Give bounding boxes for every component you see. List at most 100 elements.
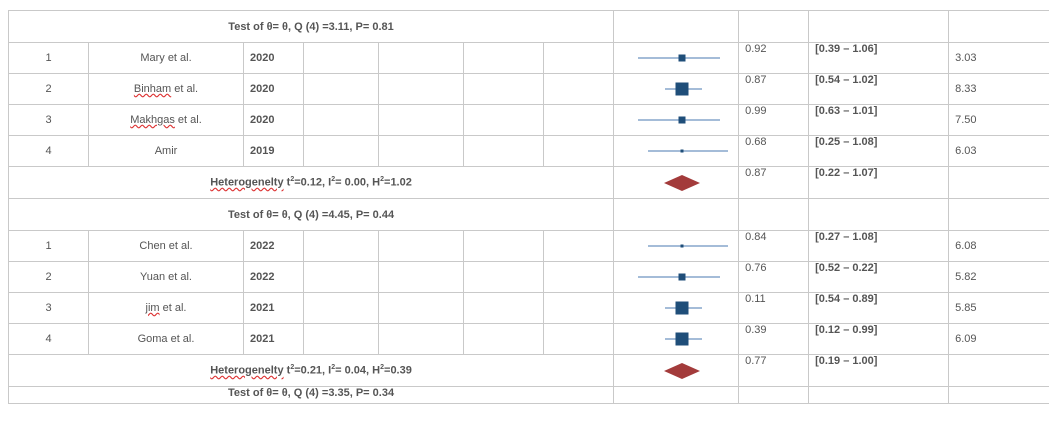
study-weight: 7.50 xyxy=(948,104,1049,136)
effect-size: 0.76 xyxy=(738,261,810,293)
pooled-confidence-interval: [0.19 – 1.00] xyxy=(808,354,950,387)
confidence-interval: [0.54 – 0.89] xyxy=(808,292,950,324)
study-author: Yuan et al. xyxy=(140,271,192,283)
empty-cell xyxy=(378,230,464,262)
study-marker-icon xyxy=(665,332,703,346)
study-name: Chen et al. xyxy=(88,230,244,262)
empty-cell xyxy=(303,230,379,262)
empty-cell xyxy=(542,73,615,105)
empty-cell xyxy=(738,10,810,43)
study-etal: et al. xyxy=(174,114,202,126)
empty-cell xyxy=(613,198,740,231)
study-author: Makhgas xyxy=(130,114,175,126)
study-marker-icon xyxy=(665,82,703,96)
study-year: 2020 xyxy=(243,42,304,74)
point-estimate-square xyxy=(680,244,684,248)
empty-cell xyxy=(542,135,615,167)
forest-marker-cell xyxy=(613,135,740,167)
study-name: Binham et al. xyxy=(88,73,244,105)
study-row: 4 Goma et al. 2021 0.39 [0.12 – 0.99] 6.09 xyxy=(8,323,1049,355)
confidence-interval: [0.63 – 1.01] xyxy=(808,104,950,136)
test-statistic: Test of θ= θ, Q (4) =3.11, P= 0.81 xyxy=(7,10,615,43)
empty-cell xyxy=(303,323,379,355)
study-name: Yuan et al. xyxy=(88,261,244,293)
empty-cell xyxy=(613,386,740,404)
study-marker-icon xyxy=(638,273,721,281)
study-weight: 6.08 xyxy=(948,230,1049,262)
pooled-effect-size: 0.87 xyxy=(738,166,810,199)
confidence-interval: [0.39 – 1.06] xyxy=(808,42,950,74)
effect-size: 0.84 xyxy=(738,230,810,262)
study-name: Amir xyxy=(88,135,244,167)
effect-size: 0.87 xyxy=(738,73,810,105)
study-marker-icon xyxy=(648,244,729,248)
empty-cell xyxy=(378,292,464,324)
study-weight: 5.85 xyxy=(948,292,1049,324)
effect-size: 0.92 xyxy=(738,42,810,74)
empty-cell xyxy=(463,42,544,74)
empty-cell xyxy=(463,261,544,293)
heterogeneity-row: Heterogenelty t2=0.12, I2= 0.00, H2=1.02… xyxy=(7,166,1049,199)
empty-cell xyxy=(378,104,464,136)
empty-cell xyxy=(463,73,544,105)
effect-size: 0.99 xyxy=(738,104,810,136)
empty-cell xyxy=(738,198,810,231)
empty-cell xyxy=(738,386,810,404)
study-weight: 6.09 xyxy=(948,323,1049,355)
pooled-diamond-icon xyxy=(664,174,701,191)
diamond-shape xyxy=(664,174,701,191)
study-number: 1 xyxy=(8,42,89,74)
empty-cell xyxy=(378,261,464,293)
point-estimate-square xyxy=(678,273,686,281)
empty-cell xyxy=(303,135,379,167)
heterogeneity-stats: Heterogenelty t2=0.12, I2= 0.00, H2=1.02 xyxy=(7,166,615,199)
study-row: 2 Yuan et al. 2022 0.76 [0.52 – 0.22] 5.82 xyxy=(8,261,1049,293)
study-row: 1 Chen et al. 2022 0.84 [0.27 – 1.08] 6.08 xyxy=(8,230,1049,262)
study-number: 2 xyxy=(8,261,89,293)
pooled-marker-cell xyxy=(613,166,740,199)
empty-cell xyxy=(542,104,615,136)
study-marker-icon xyxy=(648,149,729,153)
empty-cell xyxy=(378,323,464,355)
empty-cell xyxy=(303,42,379,74)
pooled-marker-cell xyxy=(613,354,740,387)
empty-cell xyxy=(542,323,615,355)
forest-marker-cell xyxy=(613,323,740,355)
empty-cell xyxy=(808,10,950,43)
empty-cell xyxy=(542,230,615,262)
diamond-shape xyxy=(664,362,701,379)
heterogeneity-label: Heterogenelty xyxy=(210,364,284,377)
empty-cell xyxy=(303,104,379,136)
study-marker-icon xyxy=(638,54,721,62)
empty-cell xyxy=(303,292,379,324)
empty-cell xyxy=(948,166,1049,199)
forest-marker-cell xyxy=(613,292,740,324)
empty-cell xyxy=(303,261,379,293)
study-row: 1 Mary et al. 2020 0.92 [0.39 – 1.06] 3.03 xyxy=(8,42,1049,74)
empty-cell xyxy=(542,261,615,293)
test-statistic: Test of θ= θ, Q (4) =4.45, P= 0.44 xyxy=(7,198,615,231)
heterogeneity-label: Heterogenelty xyxy=(210,176,284,189)
h-squared: =1.02 xyxy=(384,176,412,189)
study-number: 4 xyxy=(8,135,89,167)
forest-marker-cell xyxy=(613,42,740,74)
empty-cell xyxy=(542,292,615,324)
tau-squared: =0.12, xyxy=(294,176,329,189)
study-row: 3 jim et al. 2021 0.11 [0.54 – 0.89] 5.85 xyxy=(8,292,1049,324)
point-estimate-square xyxy=(678,54,686,62)
empty-cell xyxy=(463,323,544,355)
study-author: Chen et al. xyxy=(139,240,193,252)
confidence-interval: [0.12 – 0.99] xyxy=(808,323,950,355)
effect-size: 0.68 xyxy=(738,135,810,167)
study-name: Goma et al. xyxy=(88,323,244,355)
confidence-interval: [0.25 – 1.08] xyxy=(808,135,950,167)
study-etal: et al. xyxy=(159,302,187,314)
effect-size: 0.39 xyxy=(738,323,810,355)
study-row: 4 Amir 2019 0.68 [0.25 – 1.08] 6.03 xyxy=(8,135,1049,167)
test-row: Test of θ= θ, Q (4) =3.35, P= 0.34 xyxy=(7,386,1049,404)
empty-cell xyxy=(948,386,1049,404)
point-estimate-square xyxy=(675,332,689,346)
heterogeneity-row: Heterogenelty t2=0.21, I2= 0.04, H2=0.39… xyxy=(7,354,1049,387)
study-author: jim xyxy=(145,302,160,314)
study-author: Goma et al. xyxy=(137,333,195,345)
